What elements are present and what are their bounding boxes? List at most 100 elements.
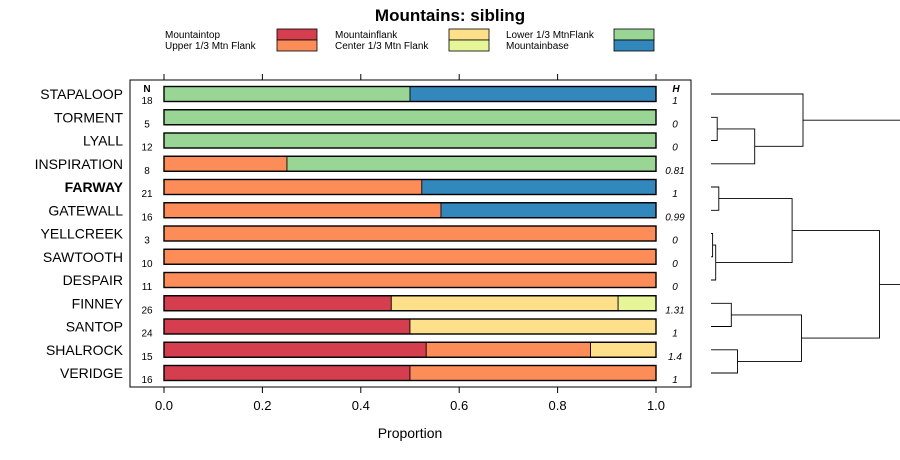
category-label-inspiration: INSPIRATION (35, 156, 123, 172)
h-value-despair: 0 (672, 282, 678, 293)
bar-outline-veridge (163, 364, 657, 382)
x-tick-label: 0.2 (253, 398, 271, 413)
legend-label-mountainflank: Mountainflank (335, 30, 398, 41)
x-axis-label: Proportion (378, 425, 443, 441)
h-value-gatewall: 0.99 (665, 212, 685, 223)
h-value-yellcreek: 0 (672, 236, 678, 247)
h-value-santop: 1 (672, 329, 678, 340)
h-value-sawtooth: 0 (672, 259, 678, 270)
category-label-veridge: VERIDGE (60, 365, 123, 381)
dendrogram-branch (711, 244, 717, 281)
bar-segment-lyall-lower-1-3-mtnflank (163, 132, 657, 149)
dendrogram-branch (711, 186, 720, 211)
n-value-veridge: 16 (141, 375, 153, 386)
category-label-sawtooth: SAWTOOTH (43, 249, 123, 265)
bar-segment-despair-upper-1-3-mtn-flank (163, 272, 657, 288)
bar-segment-farway-upper-1-3-mtn-flank (163, 179, 423, 195)
category-label-despair: DESPAIR (63, 272, 123, 288)
h-column-header: H (672, 84, 680, 95)
dendrogram-branch (711, 233, 714, 258)
legend-swatch-center-1-3-mtn-flank (448, 39, 490, 52)
legend-label-center-1-3-mtn-flank: Center 1/3 Mtn Flank (335, 41, 429, 52)
category-label-farway: FARWAY (65, 179, 124, 195)
plot-panel (129, 79, 692, 388)
legend-swatch-mountainflank (448, 28, 490, 41)
h-value-finney: 1.31 (665, 305, 684, 316)
bar-segment-yellcreek-upper-1-3-mtn-flank (163, 225, 657, 242)
dendrogram-branch (711, 116, 718, 141)
h-value-torment: 0 (672, 119, 678, 130)
bar-segment-inspiration-upper-1-3-mtn-flank (163, 155, 288, 172)
x-tick-label: 0.0 (155, 398, 173, 413)
bar-segment-farway-mountainbase (421, 179, 657, 195)
n-value-torment: 5 (144, 119, 150, 130)
legend-swatch-upper-1-3-mtn-flank (276, 39, 318, 52)
category-label-finney: FINNEY (72, 295, 124, 311)
category-label-shalrock: SHALROCK (46, 342, 124, 358)
bar-segment-shalrock-mountainflank (590, 341, 657, 358)
bar-outline-santop (163, 318, 657, 335)
bar-segment-torment-lower-1-3-mtnflank (163, 109, 657, 126)
bar-outline-farway (163, 178, 657, 196)
legend-swatch-mountaintop (276, 28, 318, 41)
bar-segment-stapaloop-mountainbase (409, 86, 657, 102)
dendrogram-branch (731, 314, 802, 362)
n-value-lyall: 12 (141, 143, 153, 154)
x-tick-label: 1.0 (647, 398, 665, 413)
bar-outline-yellcreek (163, 225, 657, 242)
bar-segment-finney-center-1-3-mtn-flank (617, 295, 657, 312)
bar-segment-sawtooth-upper-1-3-mtn-flank (163, 248, 657, 265)
bar-outline-inspiration (163, 155, 657, 172)
n-value-finney: 26 (141, 305, 153, 316)
bar-outline-torment (163, 109, 657, 126)
bar-segment-stapaloop-lower-1-3-mtnflank (163, 86, 411, 102)
bar-segment-veridge-upper-1-3-mtn-flank (409, 365, 657, 381)
category-label-santop: SANTOP (66, 319, 123, 335)
bar-segment-gatewall-upper-1-3-mtn-flank (163, 202, 442, 219)
x-tick-label: 0.6 (450, 398, 468, 413)
dendrogram-branch (711, 349, 738, 374)
bar-segment-veridge-mountaintop (163, 365, 411, 381)
legend-label-mountainbase: Mountainbase (506, 41, 569, 52)
legend-label-lower-1-3-mtnflank: Lower 1/3 MtnFlank (506, 30, 595, 41)
category-label-yellcreek: YELLCREEK (41, 226, 124, 242)
dendrogram-branch (792, 230, 880, 339)
bar-segment-santop-mountainflank (409, 318, 657, 335)
n-value-shalrock: 15 (141, 352, 153, 363)
h-value-inspiration: 0.81 (665, 166, 684, 177)
legend-swatch-lower-1-3-mtnflank (613, 28, 655, 41)
n-value-gatewall: 16 (141, 212, 153, 223)
legend-swatch-mountainbase (613, 39, 655, 52)
dendrogram (711, 93, 900, 374)
dendrogram-branch (715, 198, 793, 264)
h-value-stapaloop: 1 (672, 96, 678, 107)
x-tick-label: 0.4 (352, 398, 370, 413)
bar-segment-gatewall-mountainbase (440, 202, 657, 219)
n-value-despair: 11 (142, 282, 153, 293)
bar-segment-inspiration-lower-1-3-mtnflank (286, 155, 657, 172)
bar-outline-shalrock (163, 341, 657, 358)
n-value-sawtooth: 10 (141, 259, 153, 270)
category-label-gatewall: GATEWALL (48, 202, 123, 218)
bar-segment-finney-mountaintop (163, 295, 392, 312)
n-value-farway: 21 (141, 189, 153, 200)
bar-segment-finney-mountainflank (390, 295, 619, 312)
h-value-veridge: 1 (672, 375, 678, 386)
h-value-shalrock: 1.4 (668, 352, 682, 363)
x-axis: 0.0 0.2 0.4 0.6 0.8 1.0 (155, 74, 665, 413)
x-tick-label: 0.8 (549, 398, 567, 413)
dendrogram-branch (803, 119, 900, 285)
bars-group (163, 85, 657, 382)
bar-outline-stapaloop (163, 85, 657, 103)
n-value-inspiration: 8 (144, 166, 150, 177)
category-label-torment: TORMENT (54, 109, 123, 125)
category-label-lyall: LYALL (83, 133, 123, 149)
dendrogram-branch (711, 93, 804, 147)
bar-segment-shalrock-mountaintop (163, 341, 427, 358)
category-label-stapaloop: STAPALOOP (40, 86, 123, 102)
legend-label-mountaintop: Mountaintop (165, 30, 220, 41)
bar-outline-sawtooth (163, 248, 657, 265)
n-value-santop: 24 (141, 329, 153, 340)
